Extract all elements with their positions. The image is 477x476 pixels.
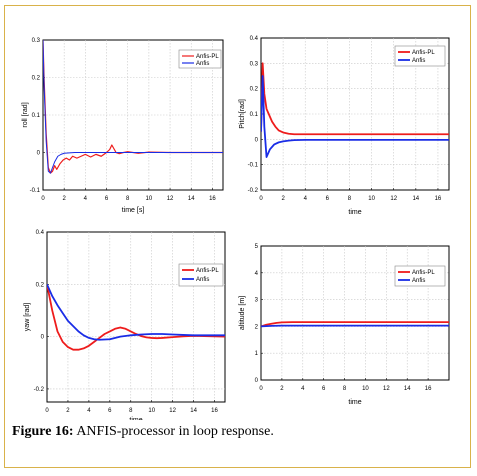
legend-label: Anfis bbox=[196, 277, 209, 283]
x-tick-label: 6 bbox=[105, 196, 109, 202]
legend-label: Anfis bbox=[412, 58, 425, 64]
series-line-anfis-pl bbox=[261, 321, 449, 328]
x-tick-label: 2 bbox=[280, 386, 284, 392]
y-tick-label: 0 bbox=[37, 151, 41, 157]
series-line-anfis-pl bbox=[47, 284, 225, 351]
x-tick-label: 16 bbox=[425, 386, 432, 392]
pitch-chart: 0 2 4 6 8 10 12 14 16 -0.2 -0.1 0 0.1 0.2 0.3 0.4 time Pi… bbox=[239, 36, 450, 216]
x-tick-label: 4 bbox=[301, 386, 305, 392]
x-tick-label: 4 bbox=[84, 196, 88, 202]
x-axis-label: time [s] bbox=[122, 207, 145, 214]
x-tick-label: 8 bbox=[343, 386, 347, 392]
y-axis-label: Pitch[rad] bbox=[239, 99, 246, 129]
series-line-anfis bbox=[43, 40, 223, 174]
series-line-anfis-pl bbox=[261, 62, 449, 136]
x-tick-label: 10 bbox=[146, 196, 153, 202]
x-tick-label: 12 bbox=[169, 408, 176, 414]
x-tick-label: 6 bbox=[322, 386, 326, 392]
y-axis-label: yaw [rad] bbox=[24, 303, 31, 331]
y-tick-label: 3 bbox=[255, 298, 259, 304]
y-tick-label: 0.1 bbox=[32, 113, 41, 119]
legend-label: Anfis-PL bbox=[412, 50, 435, 56]
y-tick-label: 0 bbox=[255, 378, 259, 384]
x-tick-label: 8 bbox=[348, 196, 352, 202]
x-tick-label: 8 bbox=[126, 196, 130, 202]
y-tick-label: 4 bbox=[255, 271, 259, 277]
x-tick-label: 12 bbox=[383, 386, 390, 392]
x-tick-label: 10 bbox=[368, 196, 375, 202]
legend-label: Anfis-PL bbox=[412, 270, 435, 276]
y-tick-label: 0.4 bbox=[36, 230, 45, 236]
caption-text: ANFIS-processor in loop response. bbox=[76, 424, 274, 439]
y-tick-label: 5 bbox=[255, 244, 259, 250]
y-tick-label: 0 bbox=[255, 137, 259, 143]
x-tick-label: 16 bbox=[211, 408, 218, 414]
x-tick-label: 12 bbox=[390, 196, 397, 202]
legend-box bbox=[394, 265, 446, 287]
series-line-anfis bbox=[261, 75, 449, 158]
legend-label: Anfis bbox=[412, 278, 425, 284]
y-axis-label: altitude [m] bbox=[239, 296, 246, 330]
x-tick-label: 16 bbox=[435, 196, 442, 202]
y-tick-label: 1 bbox=[255, 351, 259, 357]
x-tick-label: 4 bbox=[304, 196, 308, 202]
x-tick-label: 2 bbox=[63, 196, 67, 202]
y-tick-label: -0.1 bbox=[30, 188, 41, 194]
figure-panel: 0 2 4 6 8 10 12 14 16 -0.1 0 0.1 0.2 0.3 time [s] roll … bbox=[4, 5, 471, 468]
y-tick-label: 0.2 bbox=[36, 282, 45, 288]
x-tick-label: 0 bbox=[41, 196, 45, 202]
x-tick-label: 6 bbox=[326, 196, 330, 202]
x-tick-label: 2 bbox=[281, 196, 285, 202]
legend-label: Anfis-PL bbox=[196, 268, 219, 274]
plot-frame bbox=[46, 231, 226, 403]
y-tick-label: 0.2 bbox=[250, 87, 259, 93]
y-tick-label: -0.2 bbox=[248, 188, 259, 194]
x-tick-label: 6 bbox=[108, 408, 112, 414]
x-tick-label: 14 bbox=[188, 196, 195, 202]
yaw-chart: 0 2 4 6 8 10 12 14 16 -0.2 0 0.2 0.4 time yaw [rad] Anf… bbox=[24, 230, 226, 420]
x-axis-label: time bbox=[129, 417, 142, 420]
series-line-anfis bbox=[47, 283, 225, 341]
y-tick-label: 0.2 bbox=[32, 76, 41, 82]
legend-label: Anfis-PL bbox=[196, 54, 219, 60]
x-tick-label: 2 bbox=[66, 408, 70, 414]
x-tick-label: 10 bbox=[362, 386, 369, 392]
y-tick-label: 0.3 bbox=[32, 38, 41, 44]
y-tick-label: 0.3 bbox=[250, 61, 259, 67]
y-tick-label: 0.4 bbox=[250, 36, 259, 42]
x-tick-label: 0 bbox=[45, 408, 49, 414]
x-tick-label: 4 bbox=[87, 408, 91, 414]
legend-box bbox=[394, 45, 446, 67]
x-tick-label: 14 bbox=[412, 196, 419, 202]
x-tick-label: 14 bbox=[190, 408, 197, 414]
y-tick-label: 0.1 bbox=[250, 112, 259, 118]
y-tick-label: -0.1 bbox=[248, 163, 259, 169]
caption-label: Figure 16: bbox=[12, 424, 74, 439]
x-tick-label: 0 bbox=[259, 386, 263, 392]
y-tick-label: 0 bbox=[41, 335, 45, 341]
y-tick-label: 2 bbox=[255, 324, 259, 330]
figure-caption: Figure 16: ANFIS-processor in loop respo… bbox=[12, 424, 274, 440]
x-tick-label: 10 bbox=[148, 408, 155, 414]
x-tick-label: 16 bbox=[209, 196, 216, 202]
y-axis-label: roll [rad] bbox=[22, 102, 29, 127]
x-tick-label: 14 bbox=[404, 386, 411, 392]
x-tick-label: 0 bbox=[259, 196, 263, 202]
x-tick-label: 12 bbox=[167, 196, 174, 202]
legend-label: Anfis bbox=[196, 61, 209, 67]
x-tick-label: 8 bbox=[129, 408, 133, 414]
y-tick-label: -0.2 bbox=[34, 387, 45, 393]
series-line-anfis bbox=[261, 324, 449, 328]
x-axis-label: time bbox=[348, 209, 361, 216]
x-axis-label: time bbox=[348, 399, 361, 406]
